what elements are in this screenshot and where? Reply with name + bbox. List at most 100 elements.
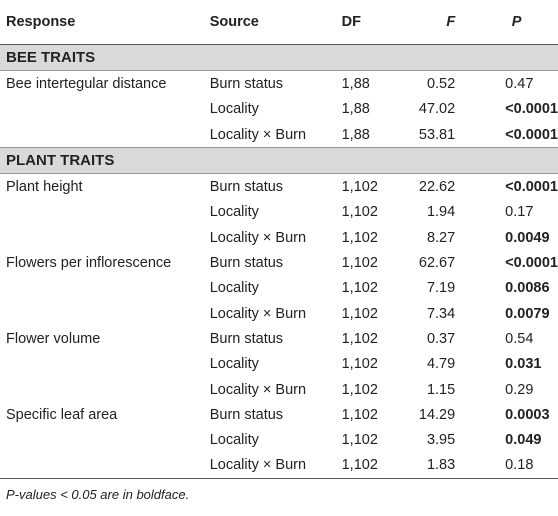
cell-source: Locality xyxy=(209,356,259,373)
cell-p: 0.049 xyxy=(505,432,542,449)
cell-df: 1,88 xyxy=(341,75,370,92)
cell-response xyxy=(0,377,204,402)
cell-f: 8.27 xyxy=(426,229,456,246)
cell-source: Burn status xyxy=(209,255,284,272)
cell-f: 53.81 xyxy=(418,126,456,143)
cell-f: 4.79 xyxy=(426,356,456,373)
table-row: Locality 1,102 7.19 0.0086 xyxy=(0,276,558,301)
table-row: Locality 1,102 1.94 0.17 xyxy=(0,200,558,225)
cell-df: 1,102 xyxy=(341,204,378,221)
cell-source: Locality × Burn xyxy=(203,452,336,480)
cell-p: 0.031 xyxy=(505,356,542,373)
cell-f: 47.02 xyxy=(418,101,456,118)
table-row: Bee intertegular distance Burn status 1,88… xyxy=(0,71,558,97)
cell-p: 0.0003 xyxy=(505,406,550,423)
cell-source: Locality × Burn xyxy=(209,381,307,398)
cell-df: 1,102 xyxy=(341,432,378,449)
cell-df: 1,102 xyxy=(341,179,378,196)
cell-df: 1,102 xyxy=(341,356,378,373)
cell-response xyxy=(0,97,204,122)
header-f: F xyxy=(390,0,470,45)
cell-response: Specific leaf area xyxy=(6,406,118,423)
cell-df: 1,102 xyxy=(341,406,378,423)
section-title: BEE TRAITS xyxy=(0,43,558,72)
cell-f: 14.29 xyxy=(418,406,456,423)
table-row: Plant height Burn status 1,102 22.62 <0.0001 xyxy=(0,174,558,200)
table-row: Locality 1,88 47.02 <0.0001 xyxy=(0,97,558,122)
cell-response xyxy=(0,427,204,452)
section-header-row: PLANT TRAITS xyxy=(0,147,558,175)
cell-response: Bee intertegular distance xyxy=(6,75,167,92)
cell-p: 0.47 xyxy=(505,75,534,92)
cell-response xyxy=(0,301,204,326)
header-row: Response Source DF F P xyxy=(0,0,558,45)
cell-df: 1,102 xyxy=(341,255,378,272)
cell-source: Locality xyxy=(209,432,259,449)
cell-f: 22.62 xyxy=(418,179,456,196)
cell-response xyxy=(0,276,204,301)
cell-df: 1,102 xyxy=(341,229,378,246)
cell-p: <0.0001 xyxy=(505,101,558,118)
footnote: P-values < 0.05 are in boldface. xyxy=(6,487,190,503)
cell-f: 1.94 xyxy=(426,204,456,221)
header-df: DF xyxy=(335,0,391,45)
cell-response xyxy=(0,225,204,250)
table-row: Locality × Burn 1,102 1.15 0.29 xyxy=(0,377,558,402)
table-row: Locality 1,102 3.95 0.049 xyxy=(0,427,558,452)
cell-df: 1,102 xyxy=(341,330,378,347)
table-row: Flower volume Burn status 1,102 0.37 0.54 xyxy=(0,326,558,351)
table-row: Locality × Burn 1,88 53.81 <0.0001 xyxy=(0,122,558,148)
cell-source: Locality xyxy=(209,101,259,118)
section-title: PLANT TRAITS xyxy=(0,147,558,175)
header-source: Source xyxy=(203,0,336,45)
cell-p: <0.0001 xyxy=(505,179,558,196)
cell-df: 1,102 xyxy=(341,280,378,297)
cell-response xyxy=(0,122,204,148)
cell-p: 0.0086 xyxy=(505,280,550,297)
table-body: BEE TRAITS Bee intertegular distance Burn … xyxy=(0,43,558,480)
header-p: P xyxy=(469,0,558,45)
cell-p: <0.0001 xyxy=(505,126,558,143)
cell-p: 0.18 xyxy=(469,452,558,480)
cell-response: Flowers per inflorescence xyxy=(6,255,172,272)
cell-df: 1,88 xyxy=(341,126,370,143)
cell-f: 62.67 xyxy=(418,255,456,272)
cell-source: Locality × Burn xyxy=(209,126,307,143)
cell-p: 0.29 xyxy=(505,381,534,398)
table-row: Locality × Burn 1,102 7.34 0.0079 xyxy=(0,301,558,326)
cell-f: 7.19 xyxy=(426,280,456,297)
cell-p: 0.0049 xyxy=(505,229,550,246)
cell-source: Burn status xyxy=(209,406,284,423)
table-row: Flowers per inflorescence Burn status 1,10… xyxy=(0,250,558,275)
cell-df: 1,102 xyxy=(341,381,378,398)
cell-source: Locality × Burn xyxy=(209,229,307,246)
cell-response: Flower volume xyxy=(6,330,101,347)
cell-df: 1,88 xyxy=(341,101,370,118)
cell-source: Locality × Burn xyxy=(209,305,307,322)
cell-source: Burn status xyxy=(209,179,284,196)
cell-source: Burn status xyxy=(209,75,284,92)
cell-f: 1.15 xyxy=(426,381,456,398)
cell-f: 0.37 xyxy=(426,330,456,347)
cell-f: 3.95 xyxy=(426,432,456,449)
cell-f: 1.83 xyxy=(390,452,470,480)
cell-response: Plant height xyxy=(6,179,83,196)
table-row: Locality × Burn 1,102 8.27 0.0049 xyxy=(0,225,558,250)
cell-p: 0.54 xyxy=(505,330,534,347)
cell-source: Locality xyxy=(209,280,259,297)
cell-df: 1,102 xyxy=(335,452,391,480)
cell-f: 7.34 xyxy=(426,305,456,322)
cell-response xyxy=(0,352,204,377)
anova-table: Response Source DF F P BEE TRAITS Bee int… xyxy=(0,0,558,480)
header-response: Response xyxy=(0,0,204,45)
cell-source: Locality xyxy=(209,204,259,221)
cell-response xyxy=(0,200,204,225)
cell-p: 0.17 xyxy=(505,204,534,221)
cell-f: 0.52 xyxy=(426,75,456,92)
table-row: Specific leaf area Burn status 1,102 14.29 0… xyxy=(0,402,558,427)
cell-df: 1,102 xyxy=(341,305,378,322)
cell-response xyxy=(0,452,204,480)
table-row: Locality × Burn 1,102 1.83 0.18 xyxy=(0,452,558,480)
table-row: Locality 1,102 4.79 0.031 xyxy=(0,352,558,377)
section-header-row: BEE TRAITS xyxy=(0,43,558,72)
